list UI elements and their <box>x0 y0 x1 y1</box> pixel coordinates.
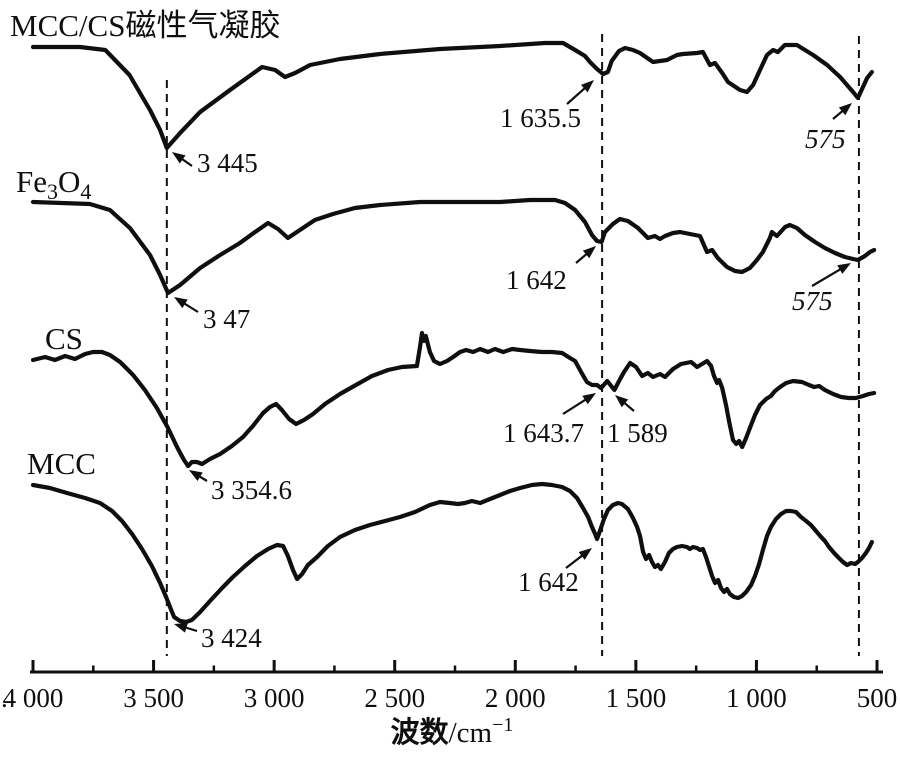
annotation-arrow-line-1 <box>566 85 589 105</box>
x-axis-tick-label-1000: 1 000 <box>726 683 787 713</box>
peak-annotation-1635.5: 1 635.5 <box>500 103 581 133</box>
annotation-arrow-line-7 <box>562 396 589 415</box>
curve-label-2: CS <box>45 321 83 356</box>
x-axis-tick-label-500: 500 <box>857 683 898 713</box>
annotation-arrowhead-3 <box>174 297 188 309</box>
curve-label-3: MCC <box>27 446 96 481</box>
curve-label-0: MCC/CS磁性气凝胶 <box>10 8 280 43</box>
annotation-arrowhead-2 <box>838 103 852 116</box>
x-axis-tick-label-3000: 3 000 <box>244 683 305 713</box>
peak-annotation-1642: 1 642 <box>506 265 567 295</box>
annotation-arrowhead-0 <box>172 152 186 164</box>
x-axis-tick-label-2500: 2 500 <box>364 683 425 713</box>
peak-annotation-1643.7: 1 643.7 <box>503 418 584 448</box>
peak-annotation-3424: 3 424 <box>201 623 262 653</box>
annotation-arrowhead-6 <box>189 470 203 482</box>
annotation-arrowhead-10 <box>578 548 592 560</box>
x-axis-tick-label-4000: 4 000 <box>3 683 64 713</box>
curve-label-1: Fe3O4 <box>16 164 91 204</box>
axis-edge-mark: . <box>1 683 8 713</box>
x-axis-tick-label-1500: 1 500 <box>605 683 666 713</box>
spectrum-curve-1-fe3o4 <box>30 197 877 296</box>
spectrum-curve-3-mcc <box>30 481 875 625</box>
annotation-arrowhead-8 <box>615 395 629 408</box>
peak-annotation-347: 3 47 <box>203 304 250 334</box>
peak-annotation-1589: 1 589 <box>607 418 668 448</box>
peak-annotation-1642: 1 642 <box>518 567 579 597</box>
annotation-arrowhead-1 <box>580 80 594 93</box>
spectrum-curve-2-cs <box>30 330 877 469</box>
peak-annotation-3354.6: 3 354.6 <box>211 475 292 505</box>
annotation-arrowhead-4 <box>582 246 596 259</box>
annotation-arrowhead-9 <box>174 623 188 633</box>
annotation-arrowhead-5 <box>837 263 851 274</box>
annotation-arrow-line-5 <box>811 266 844 287</box>
annotation-arrowhead-7 <box>582 393 596 405</box>
x-axis-tick-label-2000: 2 000 <box>485 683 546 713</box>
peak-annotation-3445: 3 445 <box>197 148 258 178</box>
x-axis-title: 波数/cm−1 <box>391 714 514 749</box>
x-axis-tick-label-3500: 3 500 <box>123 683 184 713</box>
peak-annotation-575: 575 <box>805 124 846 154</box>
spectrum-curve-0-mcccs <box>30 40 875 151</box>
peak-annotation-575: 575 <box>792 286 833 316</box>
